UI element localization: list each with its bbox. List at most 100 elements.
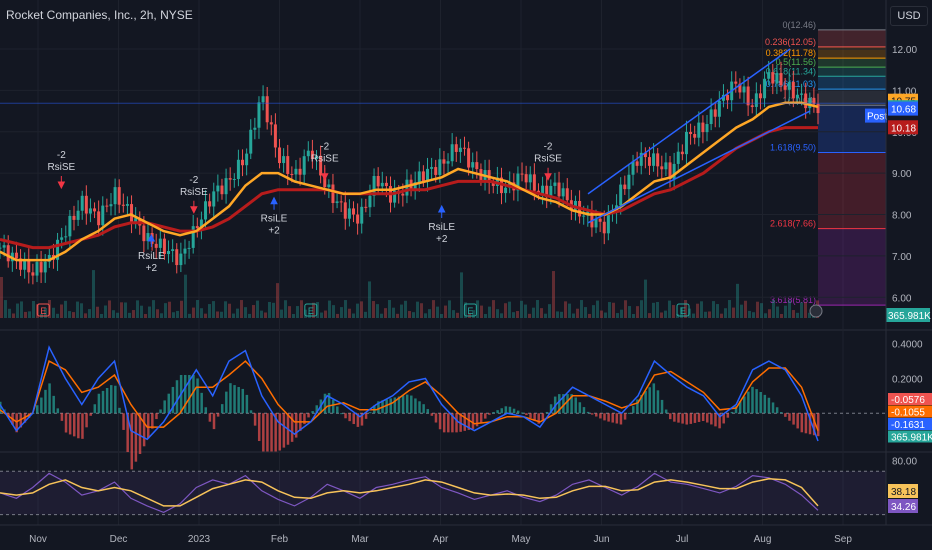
x-tick-label: May: [512, 534, 531, 545]
candle-body: [278, 147, 282, 164]
macd-histogram-bar: [734, 406, 738, 414]
x-tick-label: Feb: [271, 534, 289, 545]
macd-histogram-bar: [175, 380, 179, 414]
macd-histogram-bar: [405, 394, 409, 414]
macd-histogram-bar: [171, 386, 175, 414]
macd-histogram-bar: [578, 402, 582, 414]
volume-bar: [188, 313, 191, 318]
volume-bar: [732, 307, 735, 318]
candle-body: [142, 225, 146, 242]
candle-body: [697, 122, 701, 138]
candle-body: [146, 233, 150, 242]
macd-value-label: -0.1055: [891, 408, 925, 419]
volume-bar: [288, 306, 291, 318]
fib-zone: [818, 67, 886, 77]
earnings-marker-letter: E: [308, 306, 314, 316]
volume-bar: [208, 304, 211, 318]
macd-histogram-bar: [138, 413, 142, 454]
volume-bar: [304, 309, 307, 318]
candle-body: [64, 236, 68, 238]
macd-histogram-bar: [204, 407, 208, 414]
volume-bars: [0, 270, 819, 318]
candle-body: [742, 86, 746, 93]
volume-bar: [556, 311, 559, 318]
volume-bar: [632, 313, 635, 318]
candle-body: [676, 151, 680, 164]
x-tick-label: Dec: [110, 534, 128, 545]
macd-histogram-bar: [323, 393, 327, 414]
fib-level-label: 2.618(7.66): [770, 219, 816, 229]
macd-histogram-bar: [438, 413, 442, 430]
volume-bar: [196, 300, 199, 318]
candle-body: [68, 215, 72, 237]
macd-histogram-bar: [389, 398, 393, 414]
macd-histogram-bar: [808, 413, 812, 435]
earnings-marker-letter: E: [467, 306, 473, 316]
volume-bar: [376, 304, 379, 318]
volume-bar: [120, 302, 123, 318]
volume-bar: [784, 305, 787, 318]
volume-bar: [96, 306, 99, 318]
signal-name-label: RsiLE: [428, 222, 455, 233]
candle-body: [101, 205, 105, 226]
volume-bar: [32, 300, 35, 318]
currency-button[interactable]: USD: [890, 6, 928, 26]
candle-body: [471, 162, 475, 168]
macd-histogram-bar: [521, 412, 524, 414]
candle-body: [763, 78, 767, 99]
fib-zone: [818, 76, 886, 90]
candle-body: [360, 206, 364, 224]
candle-body: [627, 174, 631, 190]
volume-bar: [112, 310, 115, 318]
candle-body: [60, 237, 64, 240]
macd-value-tag: [888, 418, 932, 430]
macd-histogram-bar: [648, 387, 651, 414]
buy-arrow-icon: [147, 233, 156, 247]
channel-upper-line: [587, 48, 791, 195]
volume-bar: [420, 303, 423, 318]
fib-zone: [818, 29, 886, 47]
volume-bar: [128, 312, 131, 318]
earnings-marker-icon: [676, 303, 690, 317]
candle-body: [187, 247, 191, 249]
volume-bar: [216, 311, 219, 318]
volume-bar: [256, 300, 259, 318]
macd-histogram-bar: [188, 374, 191, 414]
macd-histogram-bar: [747, 391, 750, 414]
volume-bar: [696, 303, 699, 318]
candle-body: [454, 144, 458, 152]
macd-histogram-bar: [479, 413, 483, 423]
y-tick-label: 8.00: [892, 211, 912, 222]
macd-histogram-bar: [796, 413, 799, 429]
macd-histogram-bar: [722, 413, 725, 424]
macd-histogram-bar: [208, 413, 212, 422]
candle-body: [319, 155, 323, 176]
macd-histogram-bar: [640, 394, 643, 414]
volume-bar: [408, 311, 411, 318]
macd-histogram-bar: [730, 411, 734, 414]
volume-bar: [252, 305, 255, 318]
volume-bar: [316, 302, 319, 318]
volume-tag-label: 365.981K: [888, 311, 931, 322]
x-tick-label: 2023: [188, 534, 211, 545]
macd-histogram-bar: [537, 413, 540, 424]
candle-body: [195, 226, 199, 229]
candle-body: [800, 93, 804, 95]
volume-bar: [680, 307, 683, 318]
ma-slow-line: [0, 126, 818, 250]
candle-body: [520, 173, 524, 175]
macd-histogram-bar: [447, 413, 450, 433]
candle-body: [171, 249, 175, 251]
earnings-marker-icon: [36, 303, 50, 317]
candle-body: [623, 184, 627, 190]
signal-qty-label: -2: [189, 175, 198, 186]
candle-body: [109, 204, 113, 207]
macd-histogram-bar: [529, 413, 532, 418]
candle-body: [430, 167, 434, 169]
buy-arrow-icon: [437, 204, 446, 218]
sell-arrow-icon: [320, 167, 329, 181]
candle-body: [93, 208, 97, 212]
candle-body: [286, 156, 290, 174]
candle-body: [553, 182, 557, 186]
